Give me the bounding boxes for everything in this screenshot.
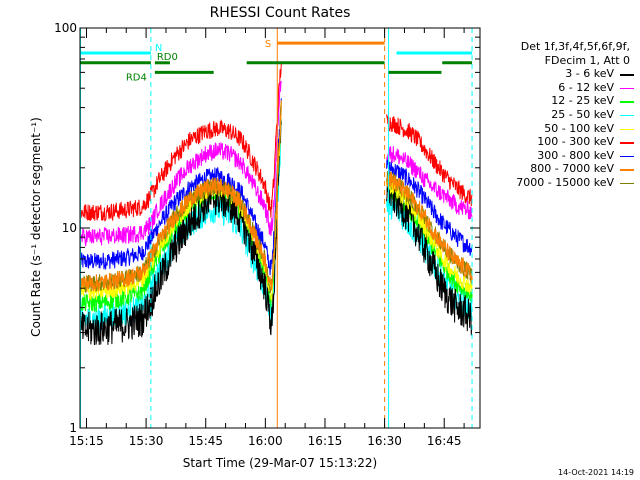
legend-label: 7000 - 15000 keV <box>516 175 614 189</box>
legend-label: 50 - 100 keV <box>544 121 614 135</box>
state-label-RD0: RD0 <box>157 52 178 63</box>
series-line-100-300keV <box>386 114 473 207</box>
y-axis-label: Count Rate (s⁻¹ detector segment⁻¹) <box>29 117 43 337</box>
x-tick-label: 16:45 <box>427 434 462 448</box>
legend-swatch <box>620 182 634 185</box>
legend-swatch <box>620 128 634 131</box>
legend-label: 800 - 7000 keV <box>530 162 614 176</box>
legend-entry: 6 - 12 keV <box>484 81 634 95</box>
series-line-6-12keV <box>386 146 473 220</box>
legend-entry: 800 - 7000 keV <box>484 162 634 176</box>
legend-entry: 7000 - 15000 keV <box>484 176 634 190</box>
series-line-300-800keV <box>386 157 473 256</box>
legend-label: 100 - 300 keV <box>537 135 614 149</box>
series-line-3-6keV <box>80 118 282 346</box>
x-tick-label: 15:15 <box>69 434 104 448</box>
legend-entry: 50 - 100 keV <box>484 122 634 136</box>
legend-label: 25 - 50 keV <box>551 107 614 121</box>
x-tick-label: 16:15 <box>308 434 343 448</box>
legend-label: 3 - 6 keV <box>565 67 614 81</box>
series-line-300-800keV <box>80 98 282 276</box>
legend-swatch <box>620 87 634 90</box>
legend-label: 6 - 12 keV <box>558 80 614 94</box>
legend-swatch <box>620 169 634 171</box>
legend-label: 300 - 800 keV <box>537 148 614 162</box>
legend-swatch <box>620 74 634 76</box>
legend: Det 1f,3f,4f,5f,6f,9f, FDecim 1, Att 0 3… <box>484 40 634 190</box>
chart-title: RHESSI Count Rates <box>210 5 351 21</box>
state-label-N: N <box>155 43 162 54</box>
legend-swatch <box>620 142 634 144</box>
x-tick-label: 15:30 <box>129 434 164 448</box>
series-line-100-300keV <box>80 63 282 222</box>
timestamp: 14-Oct-2021 14:19 <box>558 468 634 477</box>
x-tick-label: 15:45 <box>188 434 223 448</box>
x-tick-label: 16:30 <box>367 434 402 448</box>
y-tick-label: 100 <box>54 21 77 35</box>
legend-header-line2: FDecim 1, Att 0 <box>544 53 630 67</box>
state-label-RD4: RD4 <box>126 72 147 83</box>
series-line-3-6keV <box>386 175 473 336</box>
y-tick-label: 10 <box>62 221 77 235</box>
legend-entries: 3 - 6 keV 6 - 12 keV 12 - 25 keV 25 - 50 ke… <box>484 67 634 189</box>
legend-swatch <box>620 155 634 158</box>
x-tick-label: 16:00 <box>248 434 283 448</box>
legend-entry: 3 - 6 keV <box>484 67 634 81</box>
legend-label: 12 - 25 keV <box>551 94 614 108</box>
legend-header-line1: Det 1f,3f,4f,5f,6f,9f, <box>520 40 630 53</box>
series-line-6-12keV <box>80 80 282 247</box>
legend-entry: 300 - 800 keV <box>484 149 634 163</box>
legend-entry: 100 - 300 keV <box>484 135 634 149</box>
legend-swatch <box>620 101 634 103</box>
series-line-800-7000keV <box>386 171 473 283</box>
legend-entry: 12 - 25 keV <box>484 94 634 108</box>
legend-entry: 25 - 50 keV <box>484 108 634 122</box>
x-axis-label: Start Time (29-Mar-07 15:13:22) <box>183 456 377 470</box>
legend-swatch <box>620 114 634 117</box>
data-layer <box>80 63 473 346</box>
y-tick-label: 1 <box>69 421 77 435</box>
series-line-800-7000keV <box>80 100 282 293</box>
axes-layer: 1 10 100 15:15 15:30 15:45 16:00 16:15 16:30 16:4… <box>54 21 481 448</box>
series-line-50-100keV <box>80 102 282 301</box>
state-label-S: S <box>265 39 271 50</box>
